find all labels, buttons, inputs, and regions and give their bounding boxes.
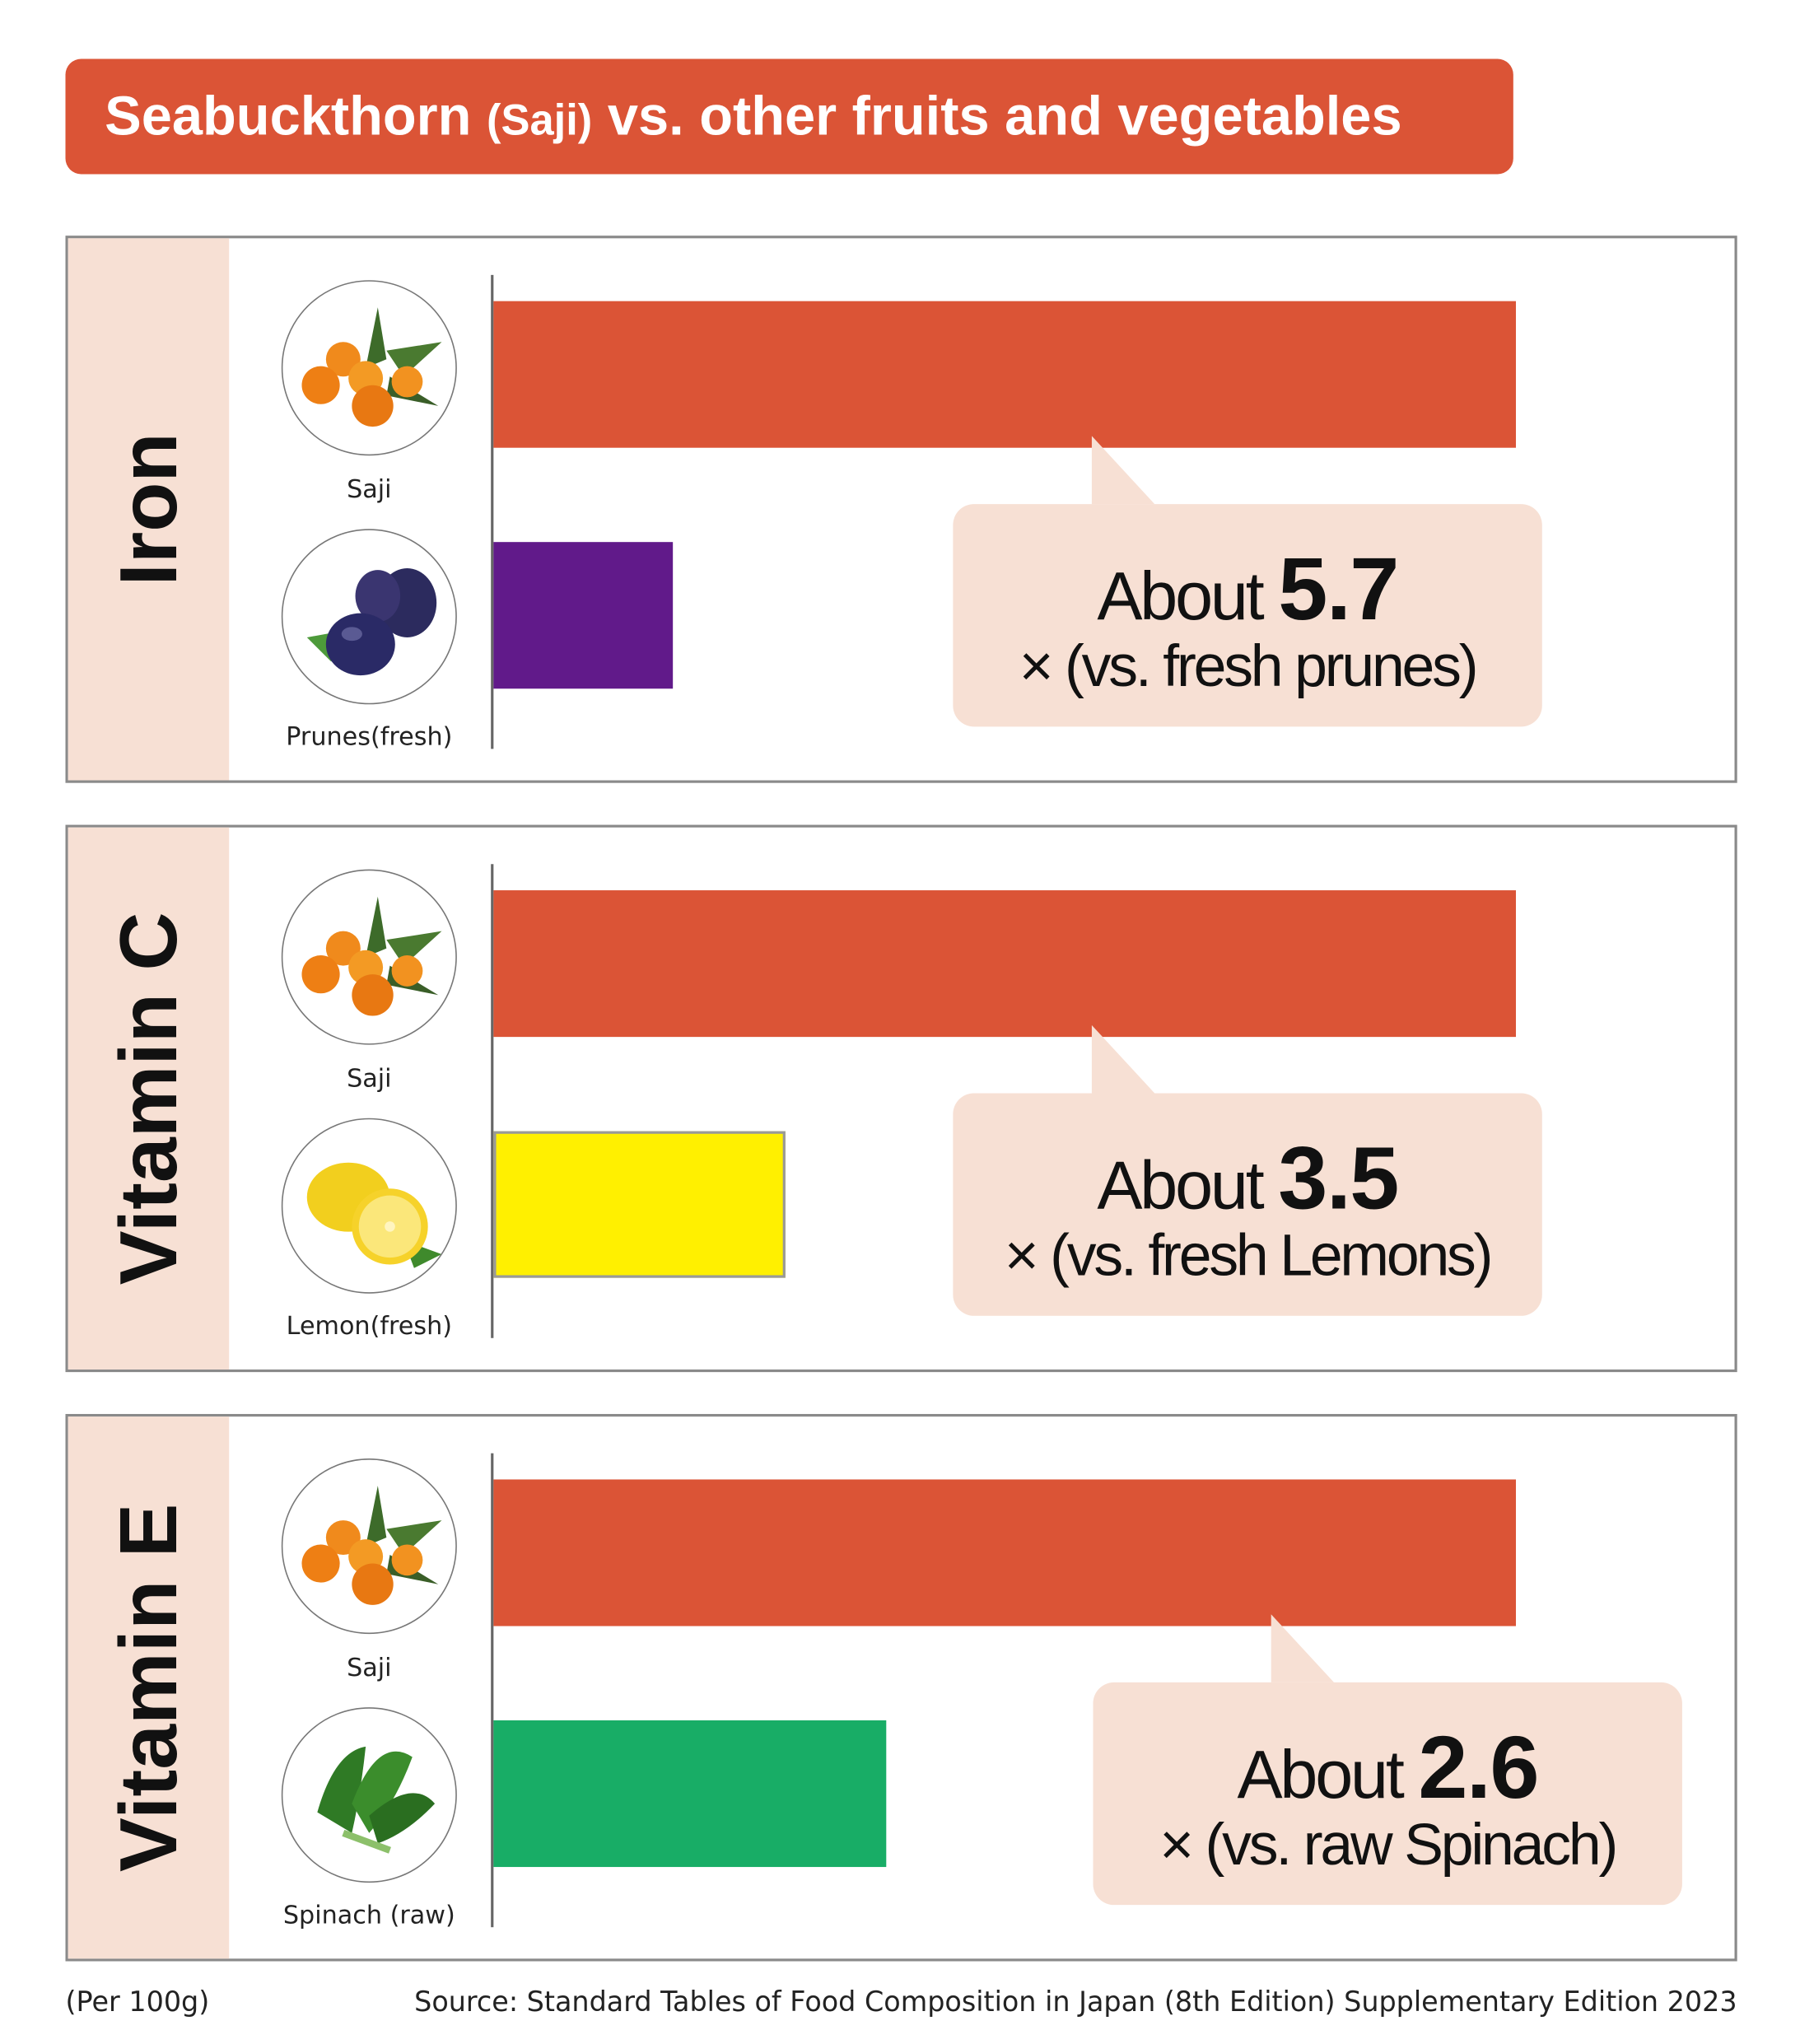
ratio-value: 3.5 xyxy=(1278,1128,1399,1229)
callout-prefix: About xyxy=(1097,1148,1264,1225)
ratio-callout: About 2.6 × (vs. raw Spinach) xyxy=(1093,1614,1682,1906)
nutrient-label-strip: Vitamin E xyxy=(68,1416,230,1959)
nutrient-label: Vitamin E xyxy=(103,1503,194,1872)
chart-title: Seabuckthorn (Saji) vs. other fruits and… xyxy=(65,58,1513,175)
saji-bar xyxy=(493,301,1516,448)
lemon-image xyxy=(281,1118,457,1294)
saji-bar xyxy=(493,890,1516,1038)
ratio-callout: About 5.7 × (vs. fresh prunes) xyxy=(953,436,1542,727)
saji-label: Saji xyxy=(347,1064,392,1094)
prunes-bar xyxy=(493,542,674,689)
ratio-value: 5.7 xyxy=(1278,539,1399,639)
panel-vitamin-e: Vitamin E Saji Spinach (raw) About 2.6 ×… xyxy=(65,1413,1737,1962)
panel-iron: Iron Saji Prunes(fresh) About 5.7 × (vs.… xyxy=(65,236,1737,783)
bar-axis xyxy=(491,864,494,1338)
spinach-image xyxy=(281,1707,457,1883)
callout-comparison: × (vs. fresh prunes) xyxy=(1019,632,1479,699)
bar-axis xyxy=(491,274,494,749)
nutrient-label-strip: Vitamin C xyxy=(68,827,230,1370)
bar-axis xyxy=(491,1453,494,1928)
saji-bar xyxy=(493,1479,1516,1626)
callout-comparison: × (vs. raw Spinach) xyxy=(1159,1810,1618,1878)
lemon-label: Lemon(fresh) xyxy=(286,1311,453,1341)
ratio-callout: About 3.5 × (vs. fresh Lemons) xyxy=(953,1024,1542,1316)
spinach-label: Spinach (raw) xyxy=(282,1901,455,1930)
saji-label: Saji xyxy=(347,475,392,505)
callout-prefix: About xyxy=(1237,1737,1404,1813)
spinach-bar xyxy=(493,1720,887,1868)
source-note: Source: Standard Tables of Food Composit… xyxy=(414,1986,1737,2018)
nutrient-label: Iron xyxy=(103,432,194,586)
prunes-label: Prunes(fresh) xyxy=(286,722,453,752)
lemon-bar xyxy=(493,1131,786,1278)
panel-vitamin-c: Vitamin C Saji Lemon(fresh) About 3.5 × … xyxy=(65,824,1737,1373)
title-rest: vs. other fruits and vegetables xyxy=(607,85,1402,147)
title-paren: (Saji) xyxy=(486,96,593,144)
ratio-value: 2.6 xyxy=(1418,1717,1539,1818)
saji-label: Saji xyxy=(347,1653,392,1682)
prunes-image xyxy=(281,529,457,705)
callout-comparison: × (vs. fresh Lemons) xyxy=(1004,1221,1494,1289)
title-main: Seabuckthorn xyxy=(105,85,472,147)
unit-note: (Per 100g) xyxy=(65,1986,210,2018)
saji-image xyxy=(281,869,457,1045)
nutrient-label-strip: Iron xyxy=(68,238,230,781)
nutrient-label: Vitamin C xyxy=(103,912,194,1286)
callout-prefix: About xyxy=(1097,558,1264,636)
saji-image xyxy=(281,1458,457,1635)
saji-image xyxy=(281,280,457,456)
